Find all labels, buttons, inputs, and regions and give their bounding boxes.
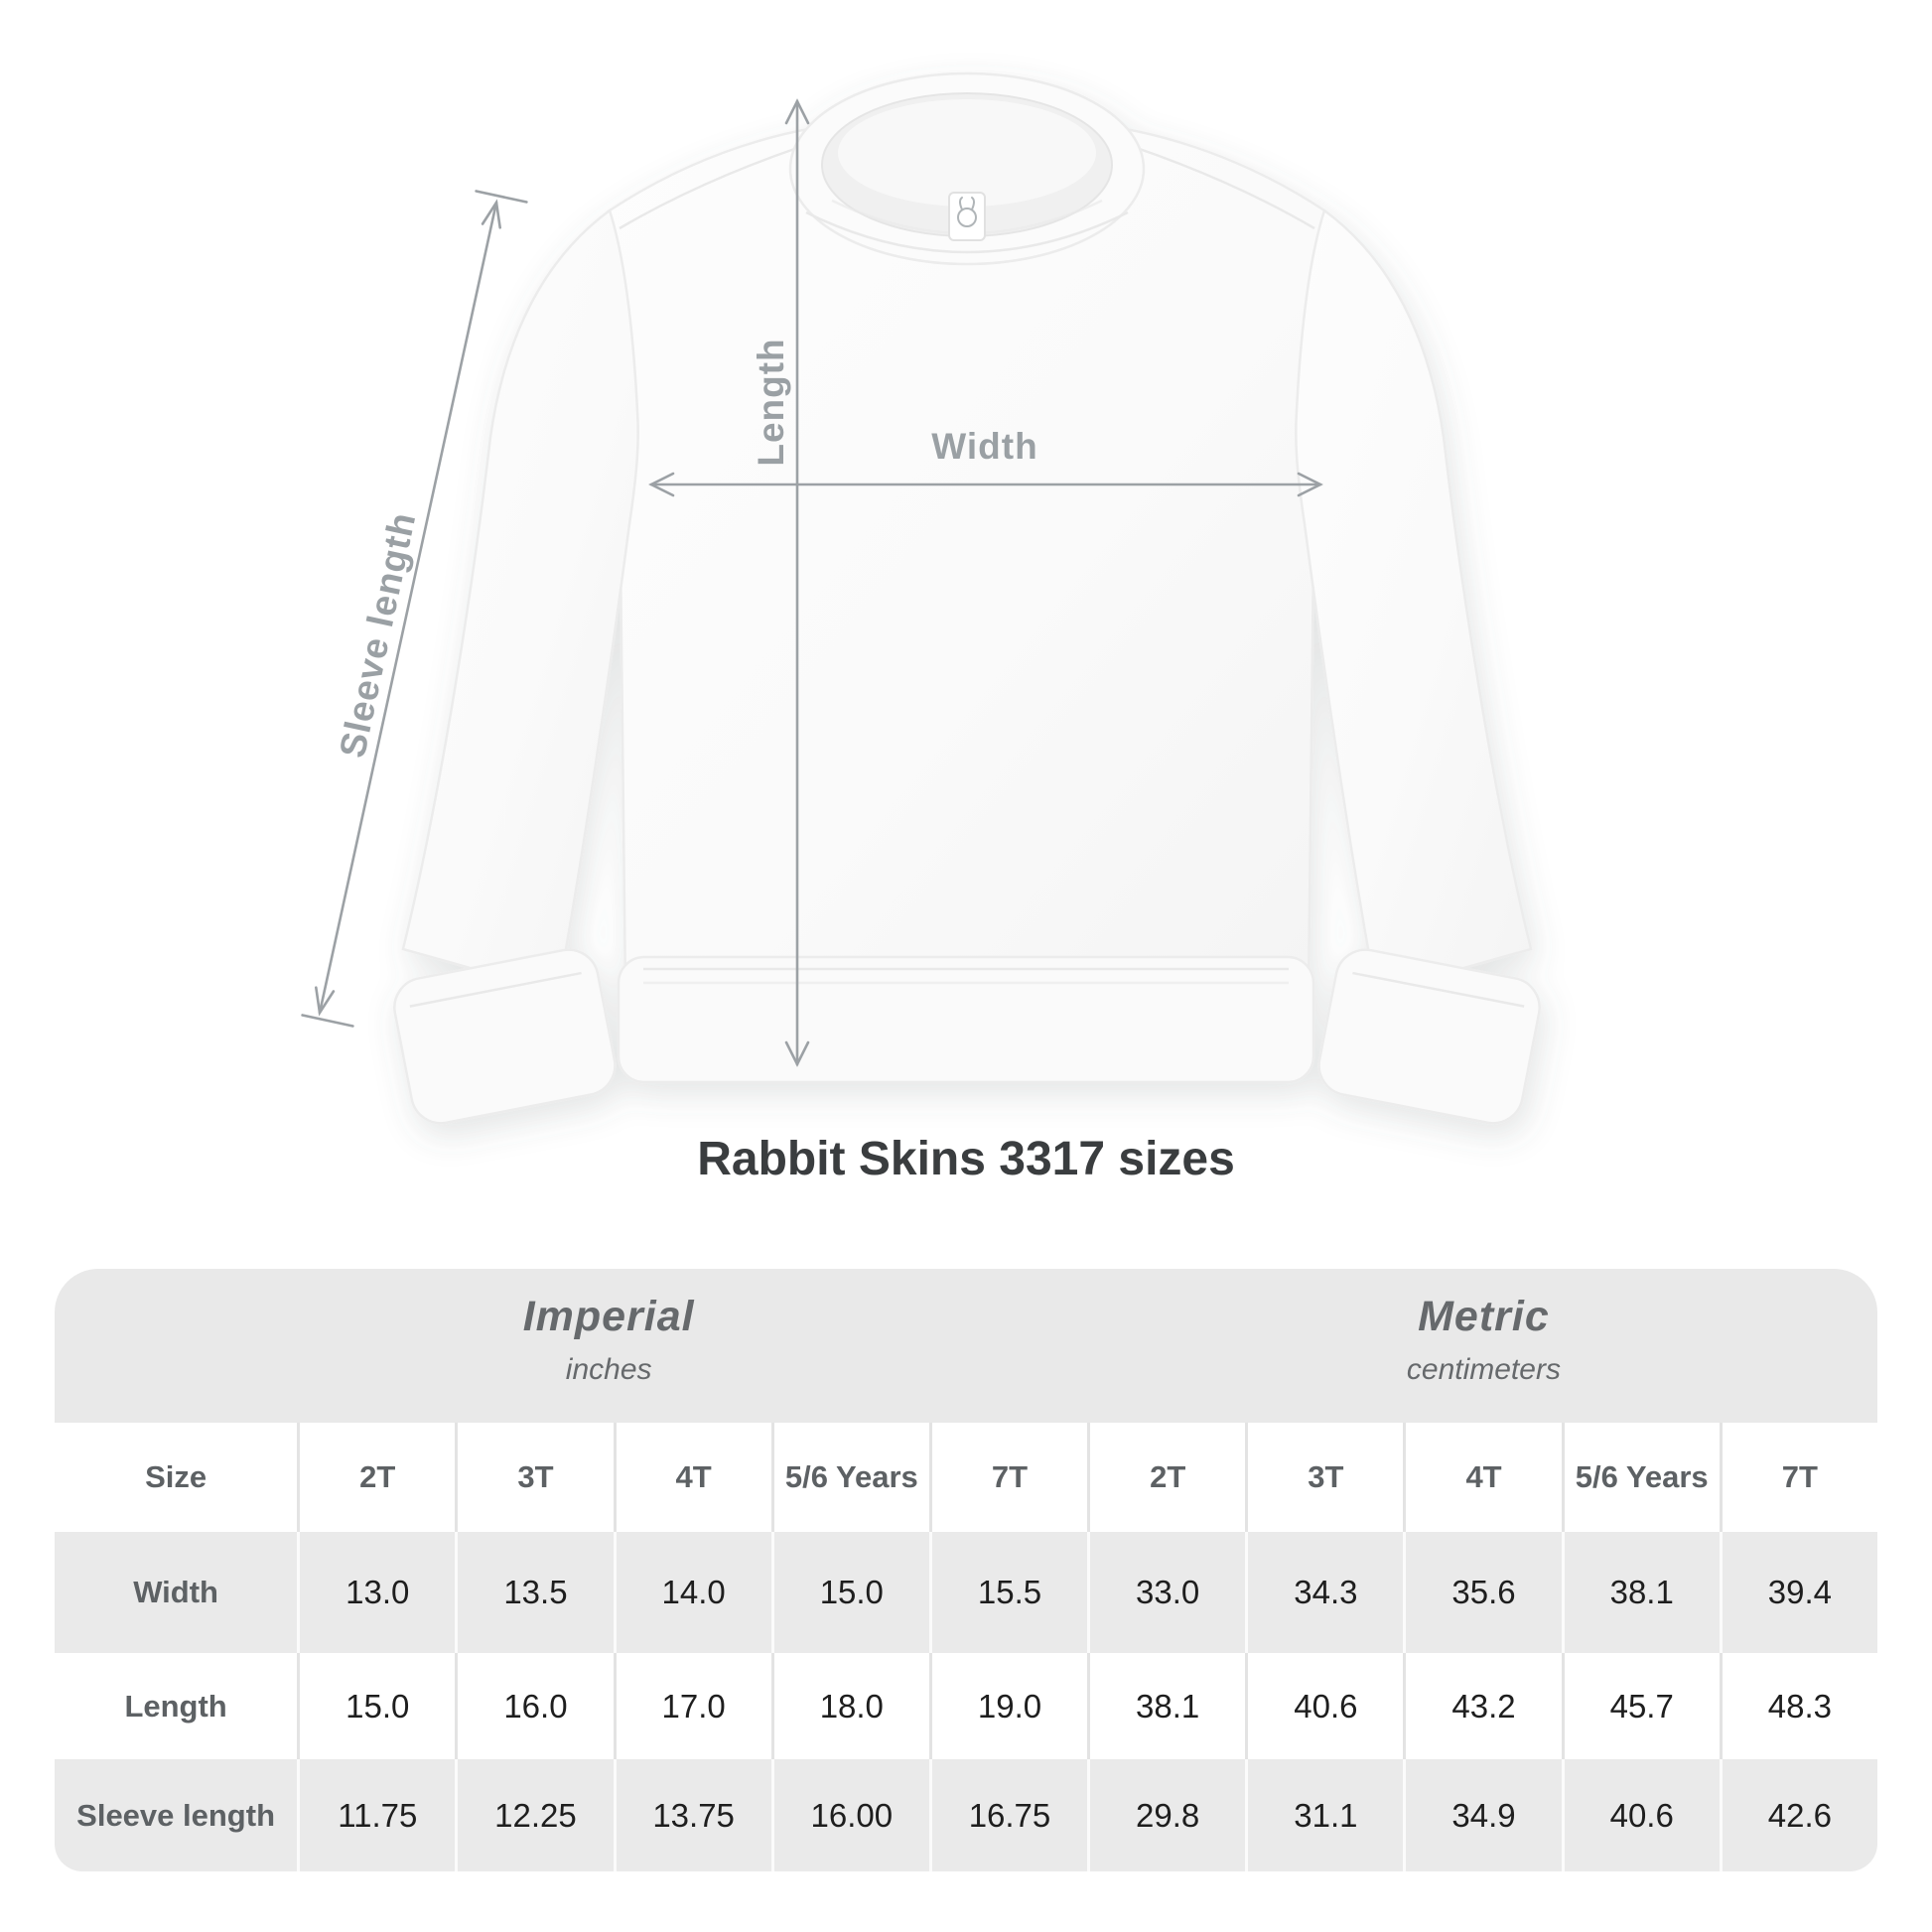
table-cell: 17.0	[613, 1653, 771, 1759]
table-cell: 34.9	[1403, 1759, 1561, 1871]
sleeve-length-dimension-arrow	[301, 190, 528, 1028]
table-cell: 18.0	[770, 1653, 929, 1759]
size-table: Imperial inches Metric centimeters Size …	[55, 1269, 1877, 1871]
left-cuff	[393, 948, 617, 1125]
rabbit-icon	[957, 197, 977, 227]
column-header: 7T	[928, 1423, 1087, 1532]
column-header: 2T	[1087, 1423, 1245, 1532]
table-cell: 15.5	[928, 1532, 1087, 1653]
table-cell: 38.1	[1561, 1532, 1720, 1653]
table-cell: 13.75	[613, 1759, 771, 1871]
table-cell: 13.0	[297, 1532, 455, 1653]
metric-unit: centimeters	[1406, 1353, 1561, 1386]
table-cell: 40.6	[1561, 1759, 1720, 1871]
unit-header-band: Imperial inches Metric centimeters	[55, 1269, 1877, 1423]
imperial-label: Imperial	[522, 1293, 695, 1340]
metric-group-header: Metric centimeters	[1235, 1293, 1731, 1387]
table-cell: 38.1	[1087, 1653, 1245, 1759]
table-cell: 15.0	[770, 1532, 929, 1653]
table-cell: 48.3	[1719, 1653, 1877, 1759]
column-header: 2T	[297, 1423, 455, 1532]
table-cell: 40.6	[1245, 1653, 1403, 1759]
length-label: Length	[751, 338, 791, 466]
table-cell: 39.4	[1719, 1532, 1877, 1653]
width-label: Width	[931, 426, 1037, 467]
table-cell: 29.8	[1087, 1759, 1245, 1871]
page-title: Rabbit Skins 3317 sizes	[697, 1133, 1235, 1185]
size-header: Size	[145, 1459, 207, 1494]
sleeve-length-label: Sleeve length	[332, 508, 423, 761]
table-cell: 16.75	[928, 1759, 1087, 1871]
sweatshirt-illustration	[393, 71, 1541, 1125]
metric-label: Metric	[1418, 1293, 1550, 1340]
hem-band	[617, 955, 1315, 1084]
table-cell: 33.0	[1087, 1532, 1245, 1653]
table-cell: 31.1	[1245, 1759, 1403, 1871]
size-header-row: Size 2T 3T 4T 5/6 Years 7T 2T 3T 4T 5/6 …	[55, 1423, 1877, 1532]
column-header: 5/6 Years	[1561, 1423, 1720, 1532]
table-row-sleeve-length: Sleeve length 11.75 12.25 13.75 16.00 16…	[55, 1759, 1877, 1871]
table-cell: 15.0	[297, 1653, 455, 1759]
column-header: 7T	[1719, 1423, 1877, 1532]
sweatshirt-measurement-diagram: Length Width Sleeve length	[301, 71, 1541, 1125]
column-header: 3T	[1245, 1423, 1403, 1532]
table-cell: 16.00	[770, 1759, 929, 1871]
right-sleeve	[1295, 207, 1533, 995]
table-cell: 35.6	[1403, 1532, 1561, 1653]
table-cell: 43.2	[1403, 1653, 1561, 1759]
row-label: Width	[133, 1575, 218, 1609]
column-header: 5/6 Years	[770, 1423, 929, 1532]
table-cell: 13.5	[455, 1532, 613, 1653]
length-dimension-arrow	[784, 98, 810, 1067]
table-cell: 11.75	[297, 1759, 455, 1871]
column-header: 4T	[613, 1423, 771, 1532]
column-header: 4T	[1403, 1423, 1561, 1532]
row-label: Length	[124, 1688, 227, 1724]
table-row-length: Length 15.0 16.0 17.0 18.0 19.0 38.1 40.…	[55, 1653, 1877, 1759]
table-cell: 34.3	[1245, 1532, 1403, 1653]
column-header: 3T	[455, 1423, 613, 1532]
table-cell: 14.0	[613, 1532, 771, 1653]
table-row-width: Width 13.0 13.5 14.0 15.0 15.5 33.0 34.3…	[55, 1532, 1877, 1653]
imperial-group-header: Imperial inches	[360, 1293, 857, 1387]
right-cuff	[1317, 948, 1541, 1125]
table-cell: 45.7	[1561, 1653, 1720, 1759]
imperial-unit: inches	[565, 1353, 652, 1386]
width-dimension-arrow	[648, 472, 1323, 497]
table-cell: 42.6	[1719, 1759, 1877, 1871]
left-sleeve	[401, 207, 639, 995]
table-cell: 16.0	[455, 1653, 613, 1759]
table-cell: 19.0	[928, 1653, 1087, 1759]
table-cell: 12.25	[455, 1759, 613, 1871]
row-label: Sleeve length	[76, 1797, 276, 1833]
rabbit-skins-tag	[948, 192, 986, 241]
